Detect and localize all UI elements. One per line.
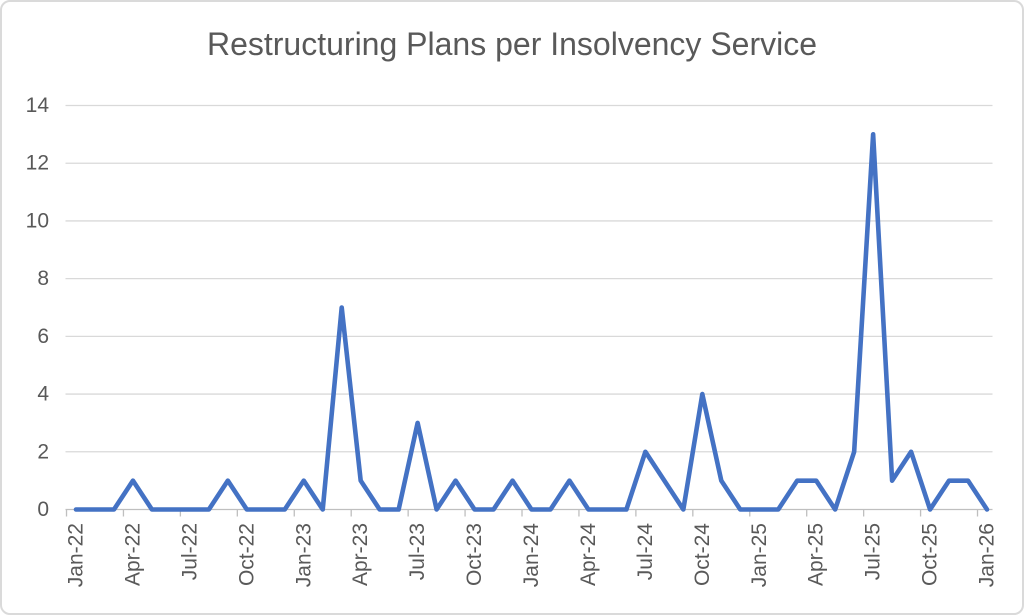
y-axis-label: 12	[26, 152, 49, 175]
y-axis-label: 14	[26, 94, 50, 117]
x-axis-label: Jul-22	[178, 523, 201, 580]
x-axis-label: Jan-24	[520, 523, 543, 588]
x-axis-label: Apr-23	[349, 523, 372, 586]
data-line-series	[73, 132, 990, 512]
y-axis-label: 10	[26, 209, 49, 232]
x-axis-label: Jan-23	[292, 523, 315, 587]
y-axis-label: 8	[37, 267, 49, 290]
x-axis-label: Oct-23	[463, 523, 486, 586]
x-axis-label: Jul-25	[862, 523, 885, 580]
y-axis-label: 6	[37, 325, 49, 348]
y-axis-label: 4	[37, 383, 49, 406]
x-axis-label: Apr-24	[577, 523, 600, 586]
x-axis-label: Oct-24	[691, 523, 714, 586]
chart-title: Restructuring Plans per Insolvency Servi…	[206, 26, 818, 62]
x-axis-label: Jan-25	[748, 523, 771, 587]
x-axis-label: Jan-22	[65, 523, 88, 587]
y-axis-label: 0	[37, 498, 49, 521]
y-axis-label: 2	[37, 440, 49, 463]
x-axis-label: Apr-25	[805, 523, 828, 586]
x-axis-label: Oct-25	[919, 523, 942, 586]
x-axis-label: Oct-22	[235, 523, 258, 586]
x-axis-label: Jul-24	[634, 523, 657, 581]
x-axis-label: Jul-23	[406, 523, 429, 580]
x-axis-label: Jan-26	[976, 523, 999, 587]
x-axis-label: Apr-22	[121, 523, 144, 586]
